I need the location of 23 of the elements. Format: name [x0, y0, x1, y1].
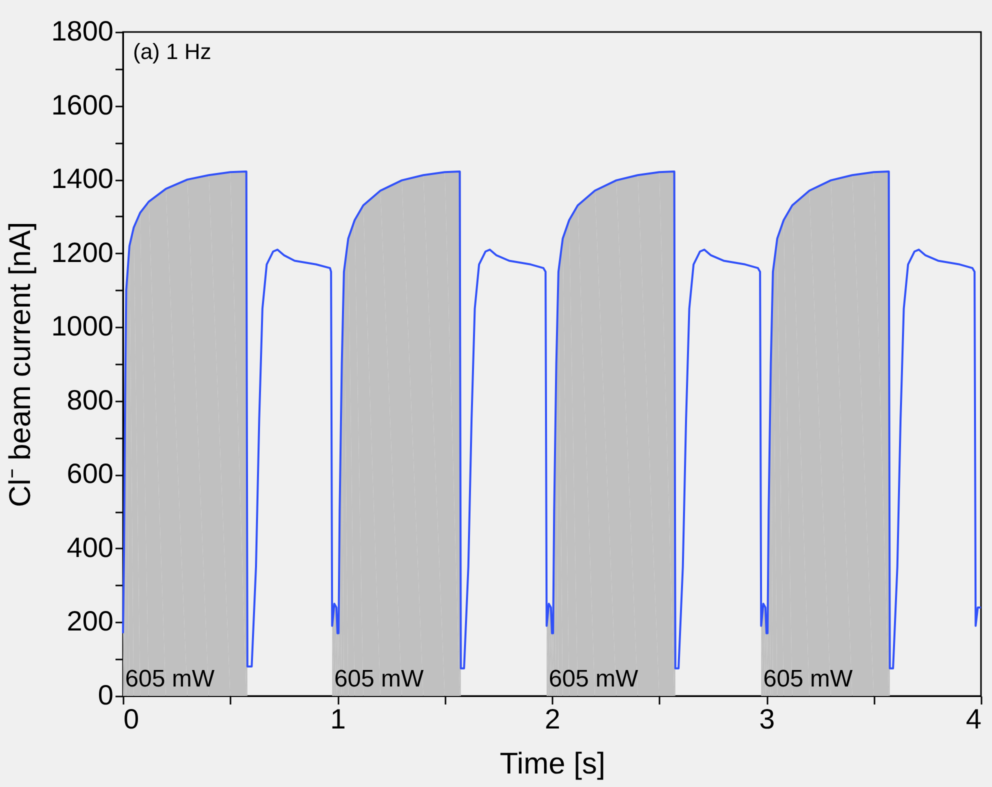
y-tick-label: 200 — [66, 606, 114, 637]
y-tick-label: 0 — [98, 680, 114, 710]
x-tick-label: 3 — [759, 704, 775, 734]
y-tick-label: 1200 — [51, 236, 114, 268]
x-axis-title: Time [s] — [500, 748, 606, 780]
x-tick-label: 1 — [330, 704, 346, 734]
annotation: 605 mW — [548, 665, 638, 692]
y-tick-label: 600 — [66, 458, 114, 490]
annotation: 605 mW — [334, 665, 424, 692]
annotation: (a) 1 Hz — [133, 39, 212, 64]
x-tick-label: 4 — [966, 704, 982, 734]
y-tick-label: 800 — [66, 384, 114, 416]
annotation: 605 mW — [763, 665, 853, 692]
y-tick-label: 1600 — [51, 89, 114, 120]
y-tick-label: 1400 — [51, 163, 114, 194]
annotation: 605 mW — [125, 665, 215, 692]
y-tick-label: 1800 — [51, 16, 114, 46]
y-axis-title: Cl⁻ beam current [nA] — [4, 222, 38, 508]
line-series — [122, 170, 982, 670]
y-tick-label: 1000 — [51, 310, 114, 342]
x-tick-label: 0 — [124, 704, 140, 734]
y-tick-label: 400 — [66, 532, 114, 563]
x-tick-label: 2 — [544, 704, 560, 734]
